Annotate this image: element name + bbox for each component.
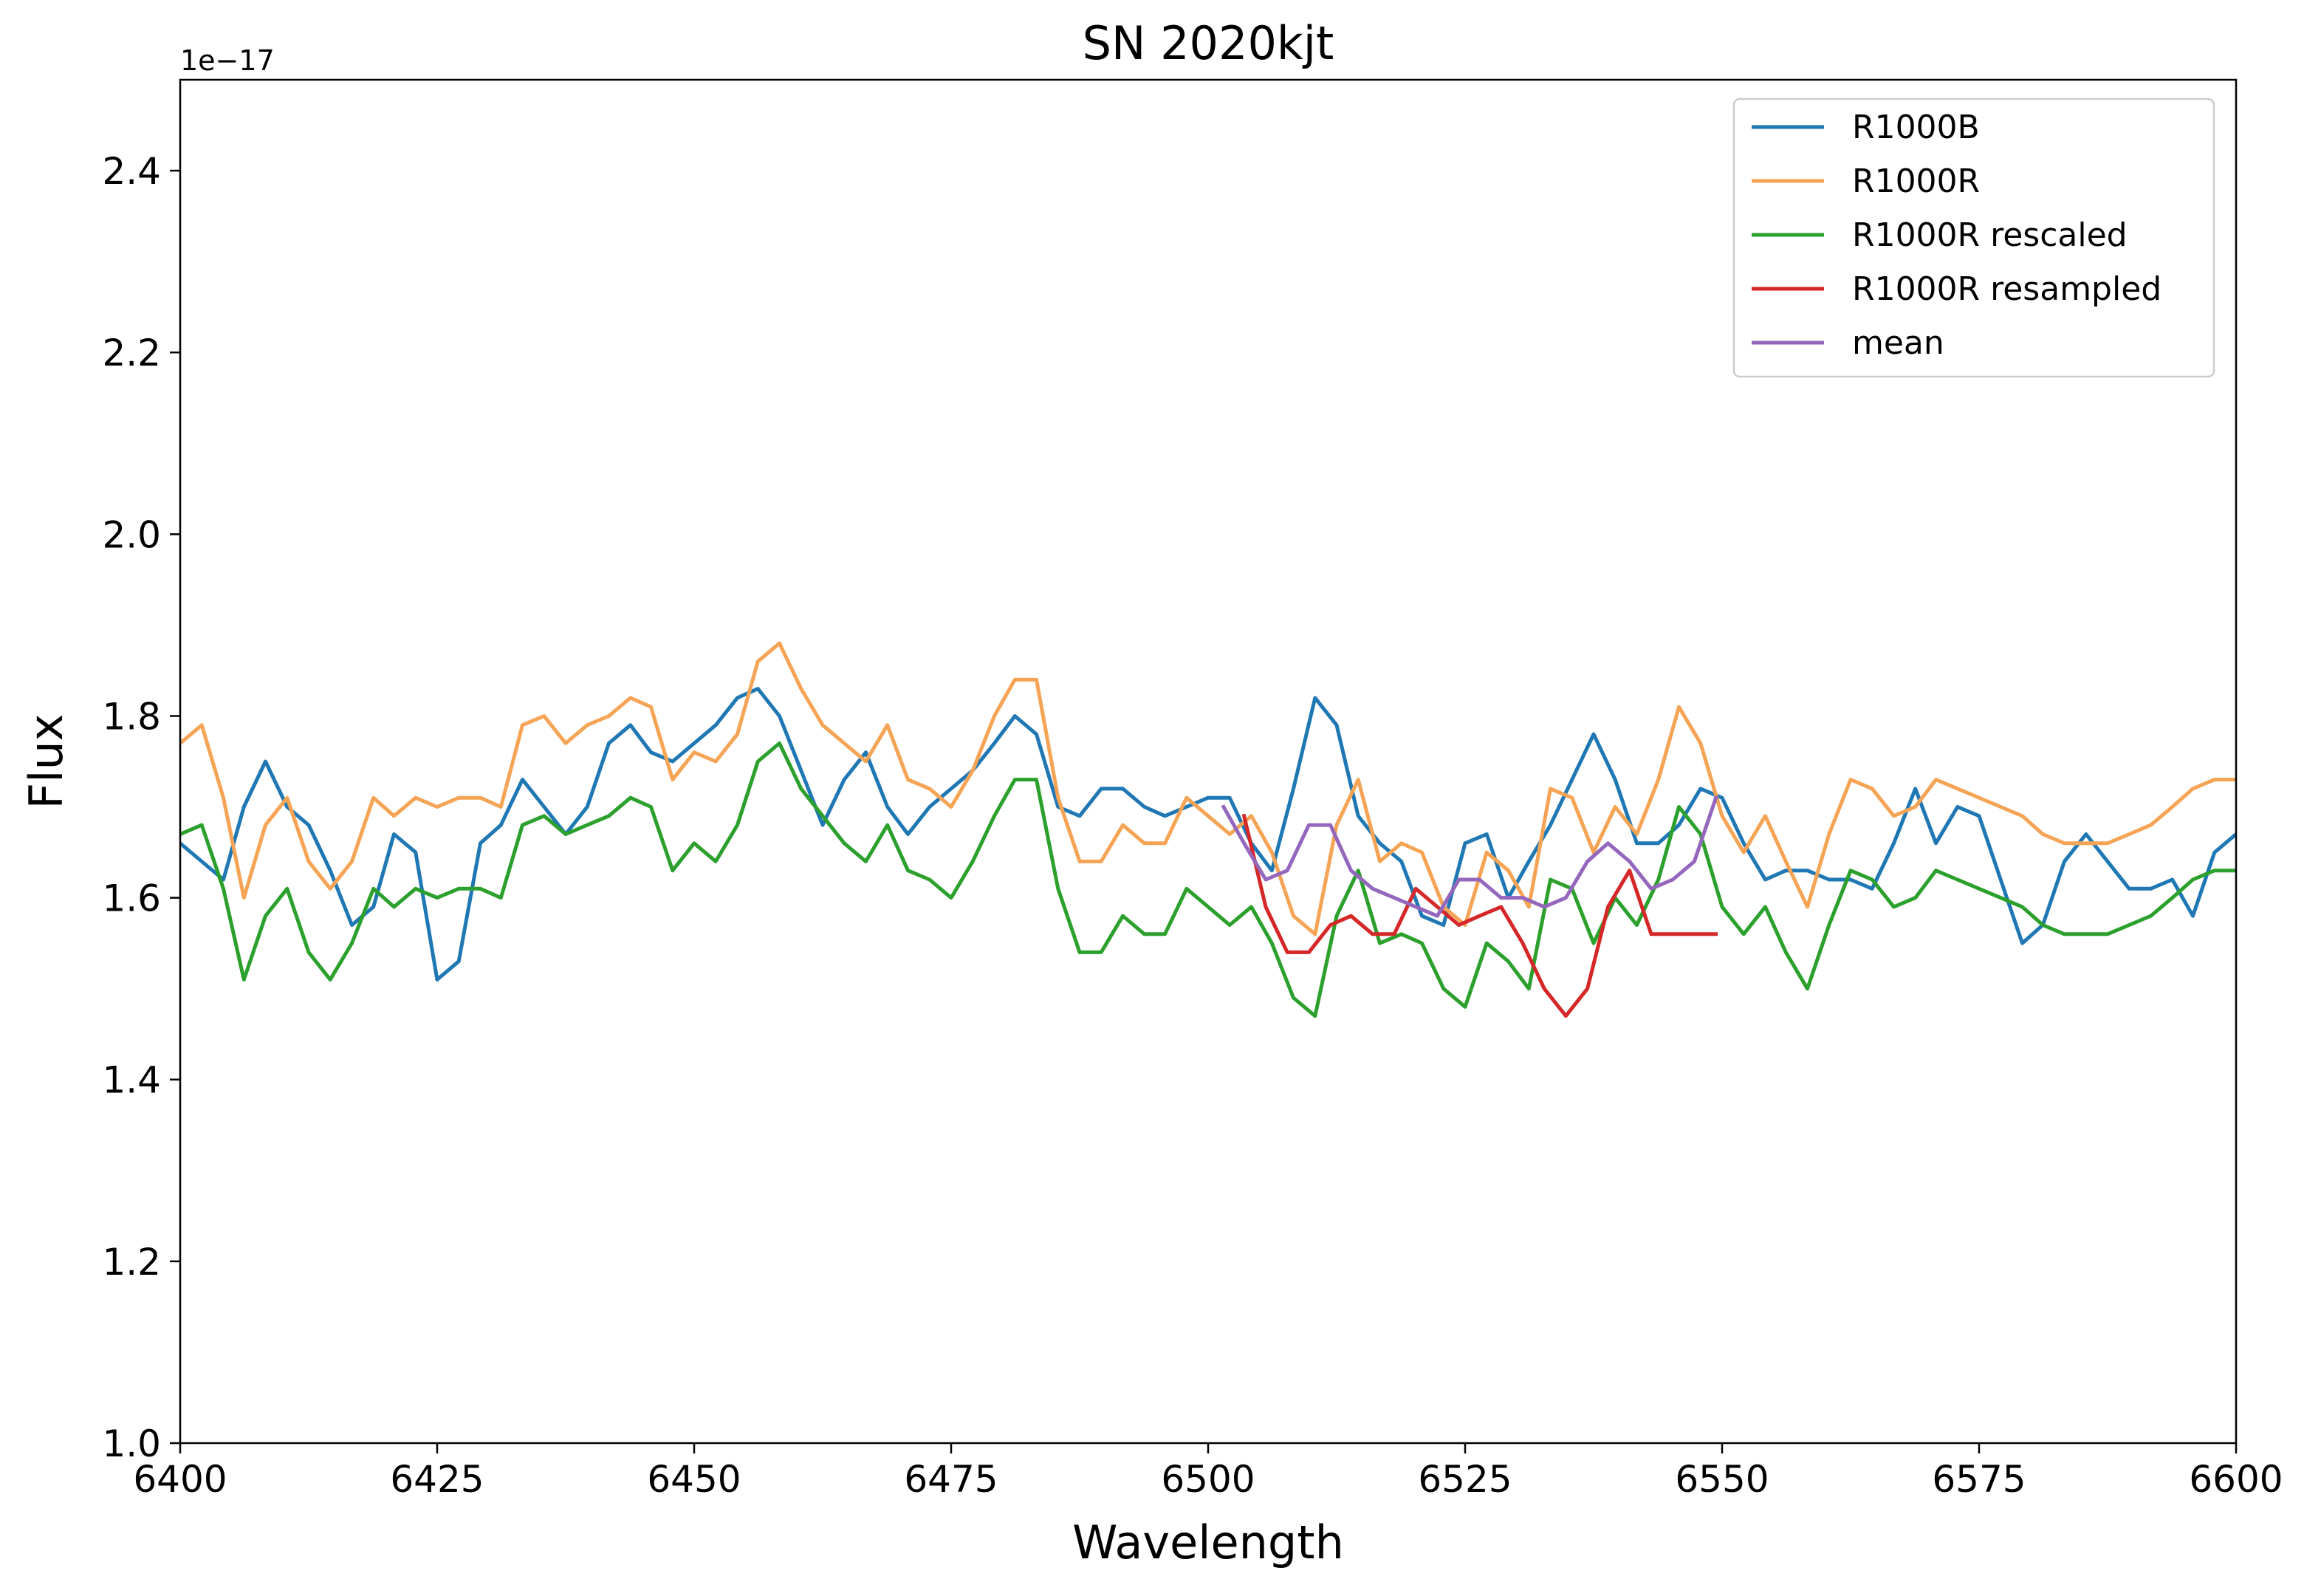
series-layer	[180, 641, 2236, 1018]
y-tick-label: 2.4	[102, 150, 161, 193]
x-tick-label: 6425	[390, 1458, 484, 1501]
x-axis-ticks: 6400 6425 6450 6475 6500 6525 6550 6575 6600	[133, 1443, 2283, 1501]
y-tick-label: 1.4	[102, 1059, 161, 1102]
series-line-r1000b	[180, 687, 2236, 982]
x-tick-label: 6600	[2189, 1458, 2283, 1501]
legend-label-r1000r-rescaled: R1000R rescaled	[1852, 216, 2128, 254]
y-tick-label: 1.6	[102, 877, 161, 920]
y-tick-label: 2.2	[102, 332, 161, 374]
chart-title: SN 2020kjt	[1083, 16, 1334, 70]
legend-label-mean: mean	[1852, 324, 1944, 362]
y-axis-ticks: 1.0 1.2 1.4 1.6 1.8 2.0 2.2 2.4	[102, 150, 180, 1465]
legend-label-r1000b: R1000B	[1852, 109, 1980, 146]
y-tick-label: 1.8	[102, 695, 161, 738]
y-axis-offset-label: 1e−17	[180, 44, 275, 77]
series-line-mean	[1221, 795, 1718, 918]
x-tick-label: 6450	[647, 1458, 741, 1501]
y-tick-label: 2.0	[102, 513, 161, 556]
series-line-r1000r	[180, 641, 2236, 936]
y-axis-label: Flux	[19, 714, 73, 809]
series-line-r1000r-rescaled	[180, 741, 2236, 1018]
legend: R1000B R1000R R1000R rescaled R1000R resamp…	[1732, 97, 2215, 378]
x-tick-label: 6500	[1161, 1458, 1255, 1501]
legend-label-r1000r: R1000R	[1852, 162, 1980, 200]
x-tick-label: 6400	[133, 1458, 227, 1501]
y-tick-label: 1.2	[102, 1241, 161, 1284]
y-tick-label: 1.0	[102, 1422, 161, 1465]
legend-label-r1000r-resampled: R1000R resampled	[1852, 270, 2161, 308]
x-tick-label: 6550	[1675, 1458, 1769, 1501]
x-axis-label: Wavelength	[1072, 1515, 1344, 1569]
x-tick-label: 6575	[1932, 1458, 2026, 1501]
x-tick-label: 6475	[904, 1458, 998, 1501]
series-line-r1000r-resampled	[1241, 813, 1718, 1018]
x-tick-label: 6525	[1418, 1458, 1512, 1501]
legend-box	[1732, 97, 2215, 378]
plot-area: 6400 6425 6450 6475 6500 6525 6550 6575 6600 1.0…	[102, 78, 2283, 1501]
